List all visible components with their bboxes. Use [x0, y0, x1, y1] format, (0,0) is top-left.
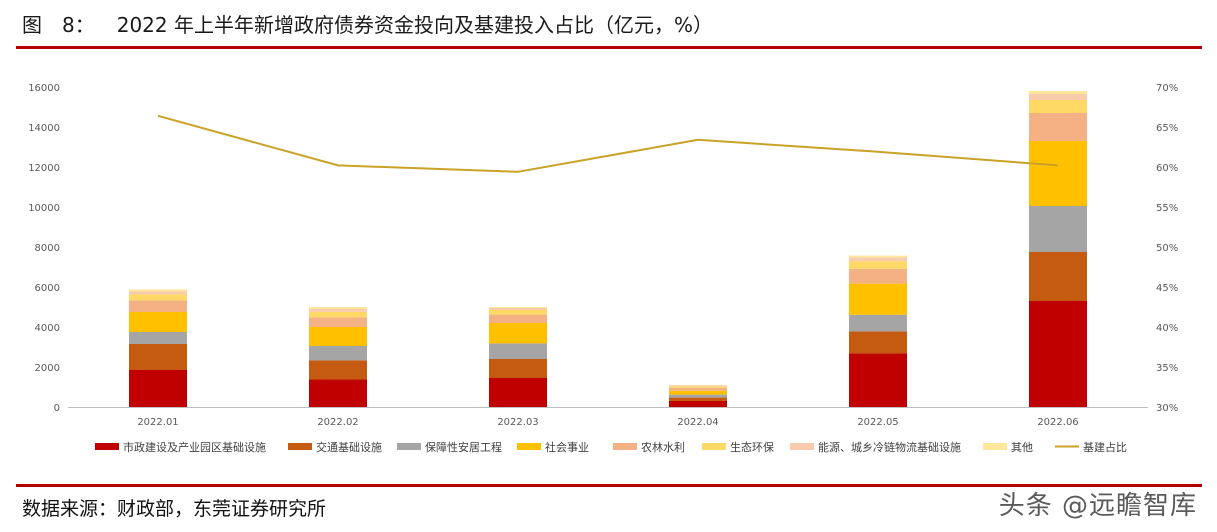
top-rule — [16, 46, 1202, 49]
bar-segment-2022.05-0 — [849, 353, 907, 407]
y-right-tick-label: 35% — [1156, 363, 1178, 374]
legend-swatch — [517, 443, 541, 450]
legend-swatch — [397, 443, 421, 450]
bottom-rule — [16, 484, 1202, 487]
bar-segment-2022.06-1 — [1029, 252, 1087, 301]
y-left-tick-label: 14000 — [28, 123, 60, 134]
bar-segment-2022.03-3 — [489, 323, 547, 344]
bar-segment-2022.01-2 — [129, 332, 187, 344]
legend-label: 生态环保 — [730, 440, 774, 454]
y-right-tick-label: 40% — [1156, 323, 1178, 334]
bar-segment-2022.04-2 — [669, 394, 727, 398]
bar-segment-2022.05-4 — [849, 268, 907, 284]
x-tick-label: 2022.04 — [677, 417, 718, 428]
figure-label: 图 8： — [22, 13, 95, 37]
legend-label: 基建占比 — [1083, 440, 1127, 454]
legend-label: 交通基础设施 — [316, 440, 382, 454]
figure-title-text: 2022 年上半年新增政府债券资金投向及基建投入占比（亿元，%） — [116, 13, 713, 37]
bar-segment-2022.01-0 — [129, 370, 187, 407]
bar-segment-2022.02-6 — [309, 309, 367, 312]
y-left-tick-label: 2000 — [35, 363, 60, 374]
bar-segment-2022.06-4 — [1029, 113, 1087, 141]
bar-segment-2022.06-5 — [1029, 100, 1087, 113]
bar-segment-2022.01-7 — [129, 289, 187, 292]
y-right-tick-label: 50% — [1156, 243, 1178, 254]
bar-segment-2022.02-4 — [309, 317, 367, 327]
legend-label: 农林水利 — [641, 440, 685, 454]
bar-segment-2022.04-5 — [669, 386, 727, 388]
y-left-tick-label: 6000 — [35, 283, 60, 294]
bar-segment-2022.05-5 — [849, 261, 907, 269]
bar-segment-2022.03-7 — [489, 307, 547, 308]
y-right-tick-label: 55% — [1156, 203, 1178, 214]
y-left-tick-label: 0 — [54, 403, 60, 414]
y-left-tick-label: 12000 — [28, 163, 60, 174]
bar-segment-2022.02-7 — [309, 307, 367, 309]
y-left-tick-label: 10000 — [28, 203, 60, 214]
bar-segment-2022.04-3 — [669, 390, 727, 395]
bar-segment-2022.01-5 — [129, 294, 187, 301]
x-tick-label: 2022.01 — [137, 417, 178, 428]
bar-segment-2022.02-5 — [309, 311, 367, 318]
watermark: 头条 @远瞻智库 — [998, 491, 1197, 521]
bar-segment-2022.05-1 — [849, 331, 907, 354]
legend-swatch — [95, 443, 119, 450]
bar-segment-2022.06-3 — [1029, 141, 1087, 206]
x-tick-label: 2022.02 — [317, 417, 358, 428]
y-left-tick-label: 4000 — [35, 323, 60, 334]
bar-segment-2022.03-0 — [489, 378, 547, 407]
bar-segment-2022.03-2 — [489, 343, 547, 359]
bar-segment-2022.03-6 — [489, 308, 547, 310]
source-note: 数据来源：财政部，东莞证券研究所 — [22, 498, 327, 520]
bar-segment-2022.01-4 — [129, 300, 187, 312]
bar-segment-2022.05-3 — [849, 283, 907, 315]
legend-swatch — [613, 443, 637, 450]
legend-label: 市政建设及产业园区基础设施 — [123, 440, 266, 454]
bar-segment-2022.02-3 — [309, 327, 367, 346]
figure-title: 图 8： 2022 年上半年新增政府债券资金投向及基建投入占比（亿元，%） — [22, 8, 1202, 42]
bar-segment-2022.01-1 — [129, 344, 187, 370]
line-series-infrastructure-share — [157, 114, 1059, 173]
bar-segment-2022.02-1 — [309, 360, 367, 380]
bar-segment-2022.06-0 — [1029, 301, 1087, 407]
y-right-tick-label: 45% — [1156, 283, 1178, 294]
x-tick-label: 2022.03 — [497, 417, 538, 428]
bar-segment-2022.04-0 — [669, 401, 727, 407]
bar-segment-2022.06-2 — [1029, 206, 1087, 252]
legend-label: 保障性安居工程 — [425, 440, 502, 454]
bar-segment-2022.02-2 — [309, 346, 367, 361]
legend-label: 能源、城乡冷链物流基础设施 — [818, 440, 961, 454]
bar-segment-2022.06-7 — [1029, 91, 1087, 94]
y-right-tick-label: 60% — [1156, 163, 1178, 174]
bar-segment-2022.04-6 — [669, 385, 727, 387]
legend-label: 社会事业 — [545, 440, 589, 454]
legend-label: 其他 — [1011, 441, 1033, 454]
bar-segment-2022.03-5 — [489, 310, 547, 315]
x-tick-label: 2022.06 — [1037, 417, 1078, 428]
x-tick-label: 2022.05 — [857, 417, 898, 428]
bar-segment-2022.05-2 — [849, 314, 907, 332]
y-right-tick-label: 30% — [1156, 403, 1178, 414]
bar-segment-2022.03-1 — [489, 359, 547, 378]
bar-segment-2022.04-4 — [669, 387, 727, 391]
y-left-tick-label: 8000 — [35, 243, 60, 254]
bar-segment-2022.02-0 — [309, 379, 367, 407]
legend-swatch — [288, 443, 312, 450]
chart: 0 2000 4000 6000 8000 10000 12000 14000 16000 30%… — [28, 83, 1178, 454]
legend-swatch — [702, 443, 726, 450]
bar-segment-2022.03-4 — [489, 314, 547, 323]
bar-segment-2022.01-3 — [129, 312, 187, 332]
bar-segment-2022.04-1 — [669, 397, 727, 401]
legend-swatch — [983, 443, 1007, 450]
bar-segment-2022.01-6 — [129, 291, 187, 295]
y-right-tick-label: 65% — [1156, 123, 1178, 134]
y-right-tick-label: 70% — [1156, 83, 1178, 94]
bar-segment-2022.06-6 — [1029, 94, 1087, 100]
bar-segment-2022.05-6 — [849, 257, 907, 262]
bar-segment-2022.05-7 — [849, 255, 907, 258]
legend-swatch — [790, 443, 814, 450]
y-left-tick-label: 16000 — [28, 83, 60, 94]
